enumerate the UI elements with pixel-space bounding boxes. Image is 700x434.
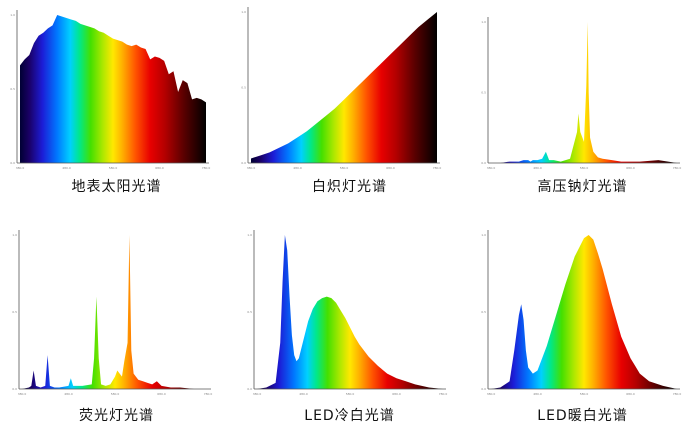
x-tick-label: 680.0 — [626, 392, 635, 396]
chart-title: LED暖白光谱 — [537, 408, 628, 424]
y-tick-label: 0.0 — [481, 161, 486, 165]
y-tick-label: 0.0 — [10, 161, 15, 165]
x-tick-label: 380.0 — [253, 392, 262, 396]
solar-spectrum-plot: 380.0 480.0 580.0 680.0 780.0 0.0 0.5 1.0 — [10, 10, 211, 170]
x-tick-label: 580.0 — [346, 392, 355, 396]
y-tick-label: 0.5 — [247, 310, 252, 314]
y-tick-label: 1.0 — [481, 20, 486, 24]
x-tick-label: 380.0 — [18, 392, 27, 396]
chart-title: 荧光灯光谱 — [79, 408, 154, 424]
x-tick-label: 780.0 — [673, 392, 682, 396]
y-tick-label: 0.0 — [241, 161, 246, 165]
x-tick-label: 580.0 — [111, 392, 120, 396]
x-tick-label: 780.0 — [439, 392, 448, 396]
x-tick-label: 480.0 — [62, 166, 71, 170]
x-tick-label: 580.0 — [580, 392, 589, 396]
spectrum-area — [491, 22, 677, 163]
led-cool-spectrum-chart: 380.0 480.0 580.0 680.0 780.0 0.0 0.5 1.0 LED冷白… — [233, 217, 466, 434]
y-tick-label: 0.5 — [241, 86, 246, 90]
y-tick-label: 1.0 — [481, 233, 486, 237]
x-tick-label: 680.0 — [626, 166, 635, 170]
x-tick-label: 480.0 — [64, 392, 73, 396]
x-tick-label: 780.0 — [204, 392, 213, 396]
y-tick-label: 0.0 — [247, 387, 252, 391]
x-tick-label: 380.0 — [16, 166, 25, 170]
y-tick-label: 1.0 — [241, 10, 246, 14]
y-tick-label: 0.5 — [481, 91, 486, 95]
x-tick-label: 380.0 — [487, 166, 496, 170]
y-tick-label: 1.0 — [10, 13, 15, 17]
incandescent-spectrum-plot: 380.0 480.0 580.0 680.0 780.0 0.0 0.5 1.0 — [241, 7, 442, 170]
chart-title: 高压钠灯光谱 — [537, 179, 628, 195]
hps-spectrum-chart: 380.0 480.0 580.0 680.0 780.0 0.0 0.5 1.0 高压钠灯光… — [466, 0, 699, 217]
x-tick-label: 680.0 — [392, 392, 401, 396]
led-cool-spectrum-plot: 380.0 480.0 580.0 680.0 780.0 0.0 0.5 1.0 — [247, 230, 448, 396]
y-tick-label: 1.0 — [12, 233, 17, 237]
x-tick-label: 380.0 — [487, 392, 496, 396]
x-tick-label: 780.0 — [202, 166, 211, 170]
x-tick-label: 480.0 — [293, 166, 302, 170]
chart-title: LED冷白光谱 — [304, 408, 395, 424]
hps-spectrum-plot: 380.0 480.0 580.0 680.0 780.0 0.0 0.5 1.0 — [481, 17, 682, 170]
y-tick-label: 0.5 — [12, 310, 17, 314]
x-tick-label: 480.0 — [533, 392, 542, 396]
y-tick-label: 1.0 — [247, 233, 252, 237]
spectrum-area — [20, 15, 206, 163]
x-tick-label: 680.0 — [157, 392, 166, 396]
chart-title: 地表太阳光谱 — [71, 179, 162, 195]
y-tick-label: 0.5 — [10, 87, 15, 91]
x-tick-label: 480.0 — [533, 166, 542, 170]
fluorescent-spectrum-plot: 380.0 480.0 580.0 680.0 780.0 0.0 0.5 1.0 — [12, 230, 213, 396]
y-tick-label: 0.0 — [481, 387, 486, 391]
spectrum-area — [22, 235, 208, 389]
spectrum-area — [257, 235, 443, 389]
x-tick-label: 780.0 — [433, 166, 442, 170]
x-tick-label: 680.0 — [386, 166, 395, 170]
x-tick-label: 580.0 — [109, 166, 118, 170]
spectrum-area — [491, 235, 677, 389]
chart-title: 白炽灯光谱 — [312, 179, 387, 195]
x-tick-label: 580.0 — [340, 166, 349, 170]
incandescent-spectrum-chart: 380.0 480.0 580.0 680.0 780.0 0.0 0.5 1.0 白炽灯光谱 — [233, 0, 466, 217]
y-tick-label: 0.5 — [481, 310, 486, 314]
x-tick-label: 380.0 — [247, 166, 256, 170]
solar-spectrum-chart: 380.0 480.0 580.0 680.0 780.0 0.0 0.5 1.0 地表太阳光… — [0, 0, 233, 217]
x-tick-label: 680.0 — [155, 166, 164, 170]
spectrum-area — [251, 12, 437, 163]
fluorescent-spectrum-chart: 380.0 480.0 580.0 680.0 780.0 0.0 0.5 1.0 荧光灯光谱 — [0, 217, 233, 434]
x-tick-label: 780.0 — [673, 166, 682, 170]
led-warm-spectrum-plot: 380.0 480.0 580.0 680.0 780.0 0.0 0.5 1.0 — [481, 230, 682, 396]
x-tick-label: 480.0 — [299, 392, 308, 396]
y-tick-label: 0.0 — [12, 387, 17, 391]
led-warm-spectrum-chart: 380.0 480.0 580.0 680.0 780.0 0.0 0.5 1.0 LED暖白… — [466, 217, 699, 434]
x-tick-label: 580.0 — [580, 166, 589, 170]
